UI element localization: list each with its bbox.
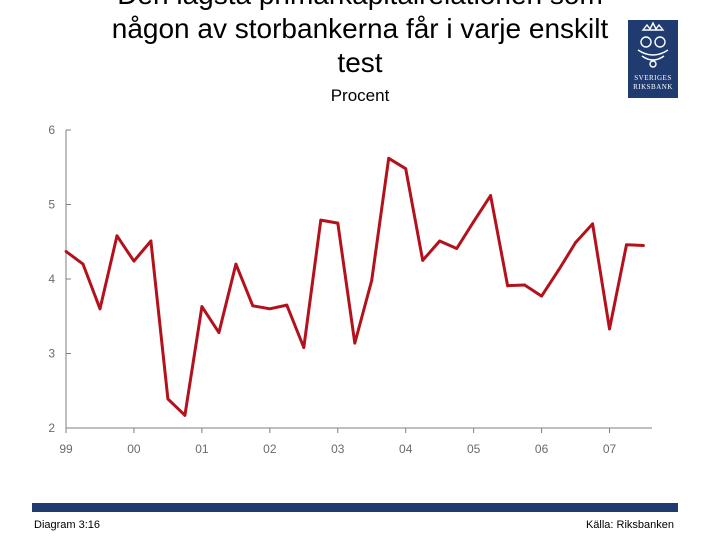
y-tick-label: 3 xyxy=(48,347,55,361)
series-line-0 xyxy=(65,156,644,417)
data-point xyxy=(506,284,510,288)
data-point xyxy=(302,346,306,349)
chart-title-line-1: Den lägsta primärkapitalrelationen som xyxy=(0,0,720,12)
data-point xyxy=(64,250,68,253)
source-label: Källa: Riksbanken xyxy=(585,519,674,531)
data-point xyxy=(149,239,153,243)
data-point xyxy=(608,327,611,331)
y-tick-label: 2 xyxy=(48,421,55,435)
y-tick-label: 5 xyxy=(48,198,55,212)
chart-title-line-2: någon av storbankerna får i varje enskil… xyxy=(111,13,609,44)
data-point xyxy=(489,194,493,197)
data-point xyxy=(132,259,136,263)
data-point xyxy=(166,397,170,401)
data-point xyxy=(404,167,408,171)
data-point xyxy=(438,239,442,243)
data-point xyxy=(370,279,374,282)
data-point xyxy=(455,247,459,250)
footer-bar xyxy=(32,503,678,512)
data-point xyxy=(81,262,85,266)
data-point xyxy=(268,307,272,311)
x-tick-label: 05 xyxy=(467,442,481,456)
x-tick-label: 07 xyxy=(603,442,617,456)
chart-title: Den lägsta primärkapitalrelationen som n… xyxy=(0,0,720,80)
y-tick-label: 6 xyxy=(48,123,55,137)
x-tick-label: 01 xyxy=(195,442,209,456)
data-point xyxy=(98,307,102,311)
data-point xyxy=(234,262,238,266)
x-tick-label: 04 xyxy=(399,442,413,456)
data-point xyxy=(336,221,340,225)
logo-text-line-2: RIKSBANK xyxy=(633,83,673,91)
data-point xyxy=(200,305,204,308)
x-tick-label: 00 xyxy=(127,442,141,456)
riksbank-logo: SVERIGES RIKSBANK xyxy=(628,20,678,98)
data-point xyxy=(540,294,543,298)
x-tick-label: 02 xyxy=(263,442,277,456)
data-point xyxy=(574,241,577,244)
logo-text-line-1: SVERIGES xyxy=(634,74,672,82)
x-tick-label: 99 xyxy=(59,442,73,456)
data-point xyxy=(387,156,391,160)
data-point xyxy=(557,268,560,272)
diagram-number: Diagram 3:16 xyxy=(34,519,101,531)
data-point xyxy=(285,303,289,307)
x-tick-label: 03 xyxy=(331,442,345,456)
data-point xyxy=(319,218,323,222)
data-point xyxy=(251,304,255,308)
data-point xyxy=(421,258,425,262)
y-tick-label: 4 xyxy=(48,272,55,286)
data-point xyxy=(217,331,221,335)
data-point xyxy=(625,243,628,247)
chart-subtitle: Procent xyxy=(330,86,390,105)
chart-title-line-3: test xyxy=(337,47,383,78)
data-point xyxy=(591,222,594,226)
data-point xyxy=(353,341,357,345)
data-point xyxy=(642,244,645,247)
data-point xyxy=(183,413,187,417)
crown-emblem-icon xyxy=(637,21,669,68)
data-point xyxy=(472,220,476,224)
x-tick-label: 06 xyxy=(535,442,549,456)
data-point xyxy=(115,234,119,238)
data-point xyxy=(523,283,527,287)
